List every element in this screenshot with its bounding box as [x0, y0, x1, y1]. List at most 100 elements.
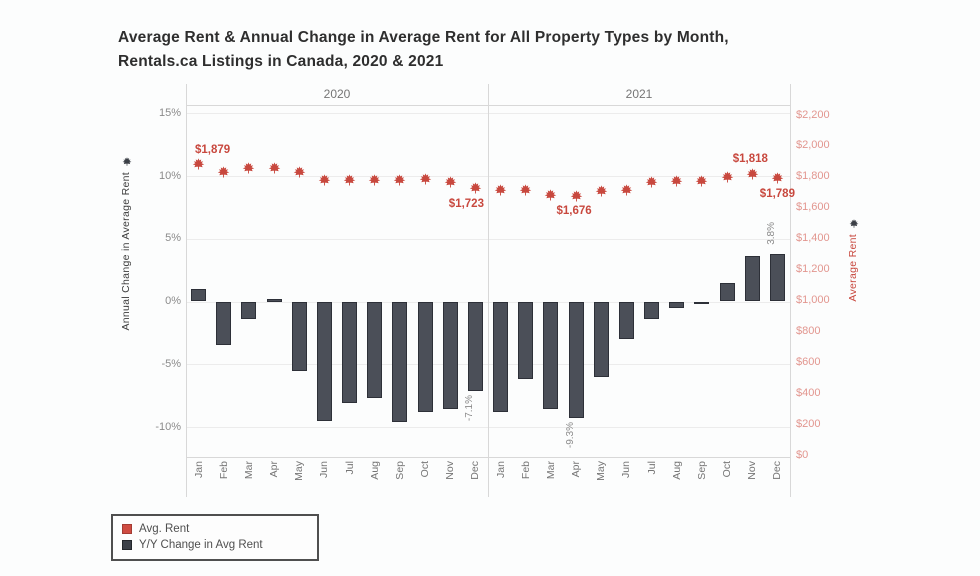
chart-title: Average Rent & Annual Change in Average … [118, 26, 818, 74]
avg-rent-marker-2021-May[interactable] [595, 185, 608, 198]
avg-rent-marker-2020-Feb[interactable] [217, 166, 230, 179]
legend: Avg. Rent Y/Y Change in Avg Rent [111, 514, 319, 561]
avg-rent-marker-2020-Dec[interactable] [469, 182, 482, 195]
bar-2020-Jun[interactable] [316, 301, 332, 421]
month-label-2020-Nov: Nov [444, 461, 457, 480]
chart-title-line1: Average Rent & Annual Change in Average … [118, 29, 729, 46]
month-label-2021-Aug: Aug [670, 461, 683, 480]
bar-2020-Nov[interactable] [442, 301, 458, 410]
avg-rent-marker-2020-Oct[interactable] [419, 173, 432, 186]
right-tick-$1,200: $1,200 [796, 263, 830, 275]
bar-2021-Jun[interactable] [618, 301, 634, 340]
panel-header-2021: 2021 [625, 87, 653, 101]
bar-2020-Jul[interactable] [342, 301, 358, 404]
legend-label-yoy-change: Y/Y Change in Avg Rent [139, 539, 263, 551]
avg-rent-marker-2021-Jan[interactable] [494, 184, 507, 197]
bar-2021-Jul[interactable] [644, 301, 660, 320]
bar-2020-Oct[interactable] [417, 301, 433, 412]
x-axis-line [186, 457, 790, 458]
left-tick-0%: 0% [165, 295, 181, 307]
bar-2021-Mar[interactable] [543, 301, 559, 410]
yoy-label-2020-Dec: -7.1% [464, 394, 476, 421]
month-label-2021-Jan: Jan [494, 461, 507, 478]
panel-header-2020: 2020 [323, 87, 351, 101]
right-tick-$400: $400 [796, 386, 821, 399]
yoy-label-2021-Apr: -9.3% [565, 422, 577, 449]
rent-label-2020-Jan: $1,879 [195, 143, 231, 156]
bar-2021-Dec[interactable] [769, 253, 785, 302]
avg-rent-marker-2021-Sep[interactable] [695, 175, 708, 188]
avg-rent-marker-2021-Oct[interactable] [721, 171, 734, 184]
right-tick-$0: $0 [796, 448, 809, 461]
rent-label-2020-Dec: $1,723 [448, 197, 484, 210]
yoy-label-2021-Dec: 3.8% [766, 221, 778, 245]
avg-rent-marker-2021-Nov[interactable] [746, 168, 759, 181]
legend-item-avg-rent[interactable]: Avg. Rent [122, 521, 308, 537]
month-label-2021-Oct: Oct [721, 461, 734, 478]
header-separator [186, 105, 790, 106]
avg-rent-marker-2021-Mar[interactable] [544, 189, 557, 202]
month-label-2021-Jun: Jun [620, 461, 633, 478]
bar-2020-Jan[interactable] [191, 288, 207, 302]
rent-label-2021-Dec: $1,789 [759, 187, 795, 200]
month-label-2020-Mar: Mar [242, 461, 255, 480]
legend-item-yoy-change[interactable]: Y/Y Change in Avg Rent [122, 537, 308, 553]
right-tick-$200: $200 [796, 417, 821, 430]
bar-2020-Apr[interactable] [266, 299, 282, 302]
right-tick-$1,400: $1,400 [796, 232, 830, 245]
left-tick-15%: 15% [158, 106, 181, 119]
bar-2021-Nov[interactable] [744, 256, 760, 302]
avg-rent-marker-2020-Apr[interactable] [268, 162, 281, 175]
bar-2020-Feb[interactable] [216, 301, 232, 346]
month-label-2021-Mar: Mar [544, 461, 557, 480]
panel-border-2 [790, 84, 791, 497]
rent-label-2021-Apr: $1,676 [556, 205, 592, 217]
month-label-2021-Sep: Sep [695, 461, 708, 480]
left-axis-title: Annual Change in Average Rent [120, 172, 132, 331]
avg-rent-marker-2020-Sep[interactable] [393, 174, 406, 187]
bar-2021-Aug[interactable] [669, 301, 685, 308]
avg-rent-marker-2020-Jan[interactable] [192, 158, 205, 171]
left-tick-10%: 10% [158, 169, 181, 182]
month-label-2020-Jul: Jul [343, 461, 356, 475]
bar-2020-Aug[interactable] [367, 301, 383, 399]
bar-2020-Dec[interactable] [467, 301, 483, 391]
bar-2020-Mar[interactable] [241, 301, 257, 320]
right-tick-$600: $600 [796, 355, 821, 368]
right-axis-title: Average Rent [847, 234, 859, 302]
right-tick-$800: $800 [796, 324, 821, 337]
month-label-2020-Dec: Dec [469, 461, 482, 480]
legend-swatch-avg-rent-icon [122, 524, 132, 534]
left-tick-5%: 5% [165, 232, 181, 245]
avg-rent-marker-2020-Mar[interactable] [242, 162, 255, 175]
panel-border-1 [488, 84, 489, 497]
bar-2021-Feb[interactable] [518, 301, 534, 380]
avg-rent-marker-2021-Dec[interactable] [771, 172, 784, 185]
month-label-2021-Nov: Nov [746, 461, 759, 480]
bar-2021-May[interactable] [593, 301, 609, 377]
bar-2020-Sep[interactable] [392, 301, 408, 422]
avg-rent-marker-2021-Feb[interactable] [519, 184, 532, 197]
avg-rent-marker-2020-Jul[interactable] [343, 174, 356, 187]
avg-rent-marker-2020-Jun[interactable] [318, 174, 331, 187]
avg-rent-marker-2020-Nov[interactable] [444, 176, 457, 189]
bar-2020-May[interactable] [291, 301, 307, 371]
right-tick-$1,600: $1,600 [796, 201, 830, 214]
bar-2021-Jan[interactable] [493, 301, 509, 412]
month-label-2020-Feb: Feb [217, 461, 230, 480]
avg-rent-marker-2021-Jul[interactable] [645, 176, 658, 189]
avg-rent-marker-2020-Aug[interactable] [368, 174, 381, 187]
panel-border-0 [186, 84, 187, 497]
avg-rent-marker-2021-Apr[interactable] [570, 190, 583, 203]
left-tick--10%: -10% [155, 420, 181, 433]
right-axis-maple-leaf-icon [849, 219, 859, 229]
month-label-2020-Jan: Jan [192, 461, 205, 478]
bar-2021-Sep[interactable] [694, 301, 710, 304]
right-tick-$1,800: $1,800 [796, 170, 830, 183]
avg-rent-marker-2020-May[interactable] [293, 166, 306, 179]
month-label-2021-Feb: Feb [519, 461, 532, 480]
bar-2021-Apr[interactable] [568, 301, 584, 419]
bar-2021-Oct[interactable] [719, 282, 735, 302]
avg-rent-marker-2021-Aug[interactable] [670, 175, 683, 188]
avg-rent-marker-2021-Jun[interactable] [620, 184, 633, 197]
